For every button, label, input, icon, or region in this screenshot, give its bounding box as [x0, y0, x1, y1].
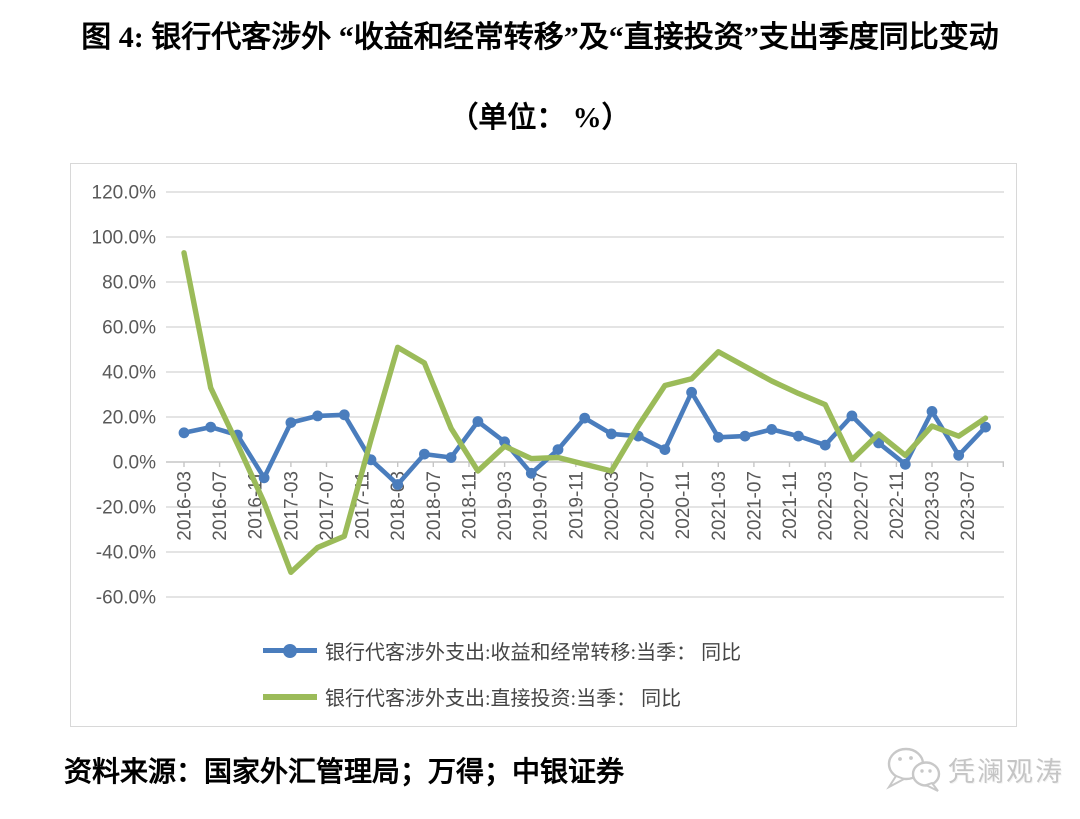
source-note: 资料来源：国家外汇管理局；万得；中银证券: [64, 757, 625, 788]
svg-text:2018-11: 2018-11: [459, 471, 480, 539]
svg-text:80.0%: 80.0%: [102, 273, 156, 294]
chart-legend: 银行代客涉外支出:收益和经常转移:当季： 同比 银行代客涉外支出:直接投资:当季…: [263, 636, 741, 711]
page-title: 图 4: 银行代客涉外 “收益和经常转移”及“直接投资”支出季度同比变动: [81, 21, 999, 54]
svg-text:2017-07: 2017-07: [317, 471, 338, 541]
svg-text:2021-11: 2021-11: [780, 471, 801, 539]
svg-text:2020-11: 2020-11: [673, 471, 694, 539]
page-subtitle-unit: （单位： %）: [449, 102, 631, 134]
svg-text:20.0%: 20.0%: [102, 408, 156, 429]
svg-text:2020-03: 2020-03: [602, 471, 623, 541]
svg-text:2021-07: 2021-07: [744, 471, 765, 541]
svg-text:2023-03: 2023-03: [922, 471, 943, 541]
svg-text:2016-11: 2016-11: [246, 471, 267, 539]
wechat-bubbles-logo-icon: [886, 747, 941, 792]
svg-text:40.0%: 40.0%: [102, 363, 156, 384]
watermark-text: 凭澜观涛: [948, 756, 1064, 787]
svg-text:-20.0%: -20.0%: [96, 498, 156, 519]
svg-text:0.0%: 0.0%: [113, 453, 156, 474]
legend-label-income-transfers: 银行代客涉外支出:收益和经常转移:当季： 同比: [325, 642, 742, 664]
svg-text:120.0%: 120.0%: [92, 183, 157, 204]
svg-text:-60.0%: -60.0%: [96, 588, 156, 609]
legend-marker-green-line-icon: [263, 693, 317, 700]
svg-text:2022-07: 2022-07: [851, 471, 872, 541]
svg-text:2016-07: 2016-07: [210, 471, 231, 541]
svg-text:2017-03: 2017-03: [281, 471, 302, 541]
svg-text:2020-07: 2020-07: [638, 471, 659, 541]
svg-text:2016-03: 2016-03: [174, 471, 195, 541]
svg-text:60.0%: 60.0%: [102, 318, 156, 339]
chart-container: 120.0% 100.0% 80.0% 60.0% 40.0% 20.0% 0.0% -20.…: [70, 163, 1017, 727]
svg-text:2018-07: 2018-07: [424, 471, 445, 541]
svg-text:100.0%: 100.0%: [92, 228, 157, 249]
svg-text:2019-03: 2019-03: [495, 471, 516, 541]
svg-text:2019-11: 2019-11: [566, 471, 587, 539]
svg-text:2022-11: 2022-11: [887, 471, 908, 539]
svg-text:2018-03: 2018-03: [388, 471, 409, 541]
legend-row-direct-investment: 银行代客涉外支出:直接投资:当季： 同比: [263, 682, 741, 711]
svg-text:2019-07: 2019-07: [531, 471, 552, 541]
legend-row-income-transfers: 银行代客涉外支出:收益和经常转移:当季： 同比: [263, 636, 741, 665]
legend-marker-blue-line-icon: [263, 643, 317, 658]
svg-text:-40.0%: -40.0%: [96, 543, 156, 564]
watermark: 凭澜观涛: [882, 744, 1064, 794]
svg-text:2023-07: 2023-07: [958, 471, 979, 541]
svg-text:2021-03: 2021-03: [709, 471, 730, 541]
svg-text:2017-11: 2017-11: [353, 471, 374, 539]
svg-text:2022-03: 2022-03: [816, 471, 837, 541]
legend-label-direct-investment: 银行代客涉外支出:直接投资:当季： 同比: [325, 688, 682, 710]
line-chart: 120.0% 100.0% 80.0% 60.0% 40.0% 20.0% 0.0% -20.…: [92, 183, 1004, 609]
